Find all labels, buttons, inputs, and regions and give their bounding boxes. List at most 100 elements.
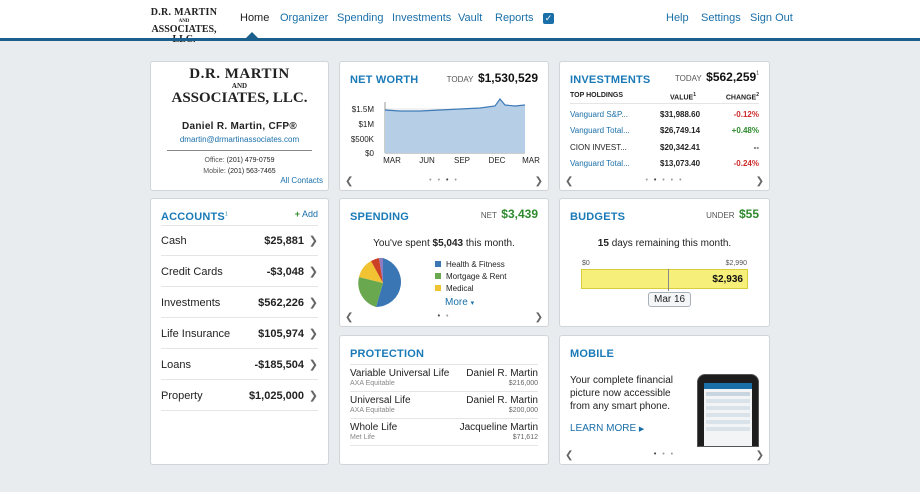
carousel-dots[interactable]: • • • • xyxy=(429,177,459,184)
x-tick: DEC xyxy=(489,156,506,165)
policy-carrier: AXA Equitable xyxy=(350,407,395,414)
holding-value: $20,342.41 xyxy=(660,143,701,152)
chevron-right-icon[interactable]: ❯ xyxy=(308,390,318,402)
account-row-loans[interactable]: Loans -$185,504 ❯ xyxy=(161,349,318,380)
budget-max: $2,990 xyxy=(725,260,747,267)
legend-swatch xyxy=(435,273,441,279)
caret-down-icon: ▾ xyxy=(470,300,475,307)
holding-value: $31,988.60 xyxy=(660,110,701,119)
footnote-marker: 1 xyxy=(756,70,759,77)
chevron-right-icon[interactable]: ❯ xyxy=(308,266,318,278)
chevron-right-icon[interactable]: ❯ xyxy=(308,235,318,247)
mobile-number: (201) 563-7465 xyxy=(227,168,276,175)
nav-organizer[interactable]: Organizer xyxy=(280,12,329,24)
budget-bar[interactable]: $2,936 xyxy=(581,269,748,289)
phone-row xyxy=(706,406,750,410)
days-text: days remaining this month. xyxy=(611,238,732,249)
phone-row xyxy=(706,413,750,417)
active-nav-caret xyxy=(246,32,258,38)
carousel-dots[interactable]: • • xyxy=(437,313,451,320)
budget-bar-value: $2,936 xyxy=(712,274,743,285)
spending-pie-chart[interactable] xyxy=(357,257,409,309)
holding-name[interactable]: Vanguard Total... xyxy=(570,126,630,135)
account-row-cash[interactable]: Cash $25,881 ❯ xyxy=(161,225,318,256)
summary-text: You've spent xyxy=(373,238,430,249)
chevron-left-icon[interactable]: ❮ xyxy=(565,450,574,461)
chevron-right-icon[interactable]: ❯ xyxy=(534,312,543,323)
accounts-title: ACCOUNTS1 xyxy=(161,211,228,223)
nav-home[interactable]: Home xyxy=(240,12,270,24)
net-worth-card: NET WORTH TODAY $1,530,529 $1.5M $1M $50… xyxy=(339,61,549,191)
legend-item: Medical xyxy=(435,283,506,295)
holding-name[interactable]: CION INVEST... xyxy=(570,143,627,152)
chevron-right-icon[interactable]: ❯ xyxy=(308,297,318,309)
footnote-marker: 2 xyxy=(756,92,759,98)
header-holdings: TOP HOLDINGS xyxy=(570,92,624,99)
header-change: CHANGE xyxy=(725,94,757,102)
chevron-right-icon[interactable]: ❯ xyxy=(534,176,543,187)
policy-row[interactable]: Whole Life Met Life Jacqueline Martin $7… xyxy=(350,419,538,446)
divider xyxy=(161,225,318,226)
policy-row[interactable]: Variable Universal Life AXA Equitable Da… xyxy=(350,365,538,392)
header-divider xyxy=(0,38,920,41)
all-contacts-link[interactable]: All Contacts xyxy=(280,176,323,185)
mobile-title: MOBILE xyxy=(570,348,614,360)
logo-line: ASSOCIATES, LLC. xyxy=(171,90,308,106)
account-label: Life Insurance xyxy=(161,328,231,340)
y-tick: $1M xyxy=(358,120,374,129)
holding-value: $26,749.14 xyxy=(660,126,701,135)
summary-amount: $5,043 xyxy=(432,238,464,249)
chevron-left-icon[interactable]: ❮ xyxy=(345,312,354,323)
chevron-right-icon[interactable]: ❯ xyxy=(755,450,764,461)
checklist-icon[interactable]: ✓ xyxy=(543,13,554,24)
nav-help[interactable]: Help xyxy=(666,12,689,24)
add-account-button[interactable]: + Add xyxy=(295,209,318,219)
nav-investments[interactable]: Investments xyxy=(392,12,452,24)
account-label: Cash xyxy=(161,235,187,247)
account-row-life-insurance[interactable]: Life Insurance $105,974 ❯ xyxy=(161,318,318,349)
carousel-dots[interactable]: • • • • • xyxy=(645,177,684,184)
x-tick: MAR xyxy=(522,156,540,165)
account-row-property[interactable]: Property $1,025,000 ❯ xyxy=(161,380,318,411)
holding-name[interactable]: Vanguard S&P... xyxy=(570,110,628,119)
x-tick: MAR xyxy=(383,156,401,165)
nav-settings[interactable]: Settings xyxy=(701,12,741,24)
today-label: TODAY xyxy=(446,75,474,84)
mobile-phone: Mobile: (201) 563-7465 xyxy=(151,168,328,175)
spending-net: NET $3,439 xyxy=(481,205,538,223)
x-tick: SEP xyxy=(454,156,470,165)
chevron-right-icon[interactable]: ❯ xyxy=(308,359,318,371)
policy-name: Universal Life xyxy=(350,395,411,406)
summary-text: this month. xyxy=(465,238,515,249)
y-tick: $1.5M xyxy=(352,105,375,114)
phone-screen xyxy=(704,383,752,446)
phone-header xyxy=(704,383,752,389)
nav-sign-out[interactable]: Sign Out xyxy=(750,12,793,24)
more-dropdown[interactable]: More ▾ xyxy=(445,297,474,308)
legend-label: Health & Fitness xyxy=(446,260,505,269)
date-marker: Mar 16 xyxy=(648,292,692,307)
account-row-credit-cards[interactable]: Credit Cards -$3,048 ❯ xyxy=(161,256,318,287)
advisor-email[interactable]: dmartin@drmartinassociates.com xyxy=(179,135,300,144)
chevron-right-icon[interactable]: ❯ xyxy=(308,328,318,340)
budgets-under: UNDER $55 xyxy=(706,205,759,223)
policy-row[interactable]: Universal Life AXA Equitable Daniel R. M… xyxy=(350,392,538,419)
learn-more-link[interactable]: LEARN MORE ▶ xyxy=(570,423,644,434)
policy-carrier: Met Life xyxy=(350,434,375,441)
carousel-dots[interactable]: • • • xyxy=(653,451,676,458)
chevron-left-icon[interactable]: ❮ xyxy=(345,176,354,187)
nav-reports[interactable]: Reports xyxy=(495,12,534,24)
holding-change: +0.48% xyxy=(731,126,759,135)
chevron-left-icon[interactable]: ❮ xyxy=(565,176,574,187)
chevron-right-icon[interactable]: ❯ xyxy=(755,176,764,187)
holding-name[interactable]: Vanguard Total... xyxy=(570,159,630,168)
account-row-investments[interactable]: Investments $562,226 ❯ xyxy=(161,287,318,318)
legend-item: Health & Fitness xyxy=(435,259,506,271)
office-label: Office: xyxy=(204,157,225,164)
more-label: More xyxy=(445,297,468,308)
nav-vault[interactable]: Vault xyxy=(458,12,483,24)
protection-title: PROTECTION xyxy=(350,348,425,360)
policy-insured: Daniel R. Martin xyxy=(466,395,538,406)
nav-spending[interactable]: Spending xyxy=(337,12,384,24)
plus-icon: + xyxy=(294,209,300,219)
